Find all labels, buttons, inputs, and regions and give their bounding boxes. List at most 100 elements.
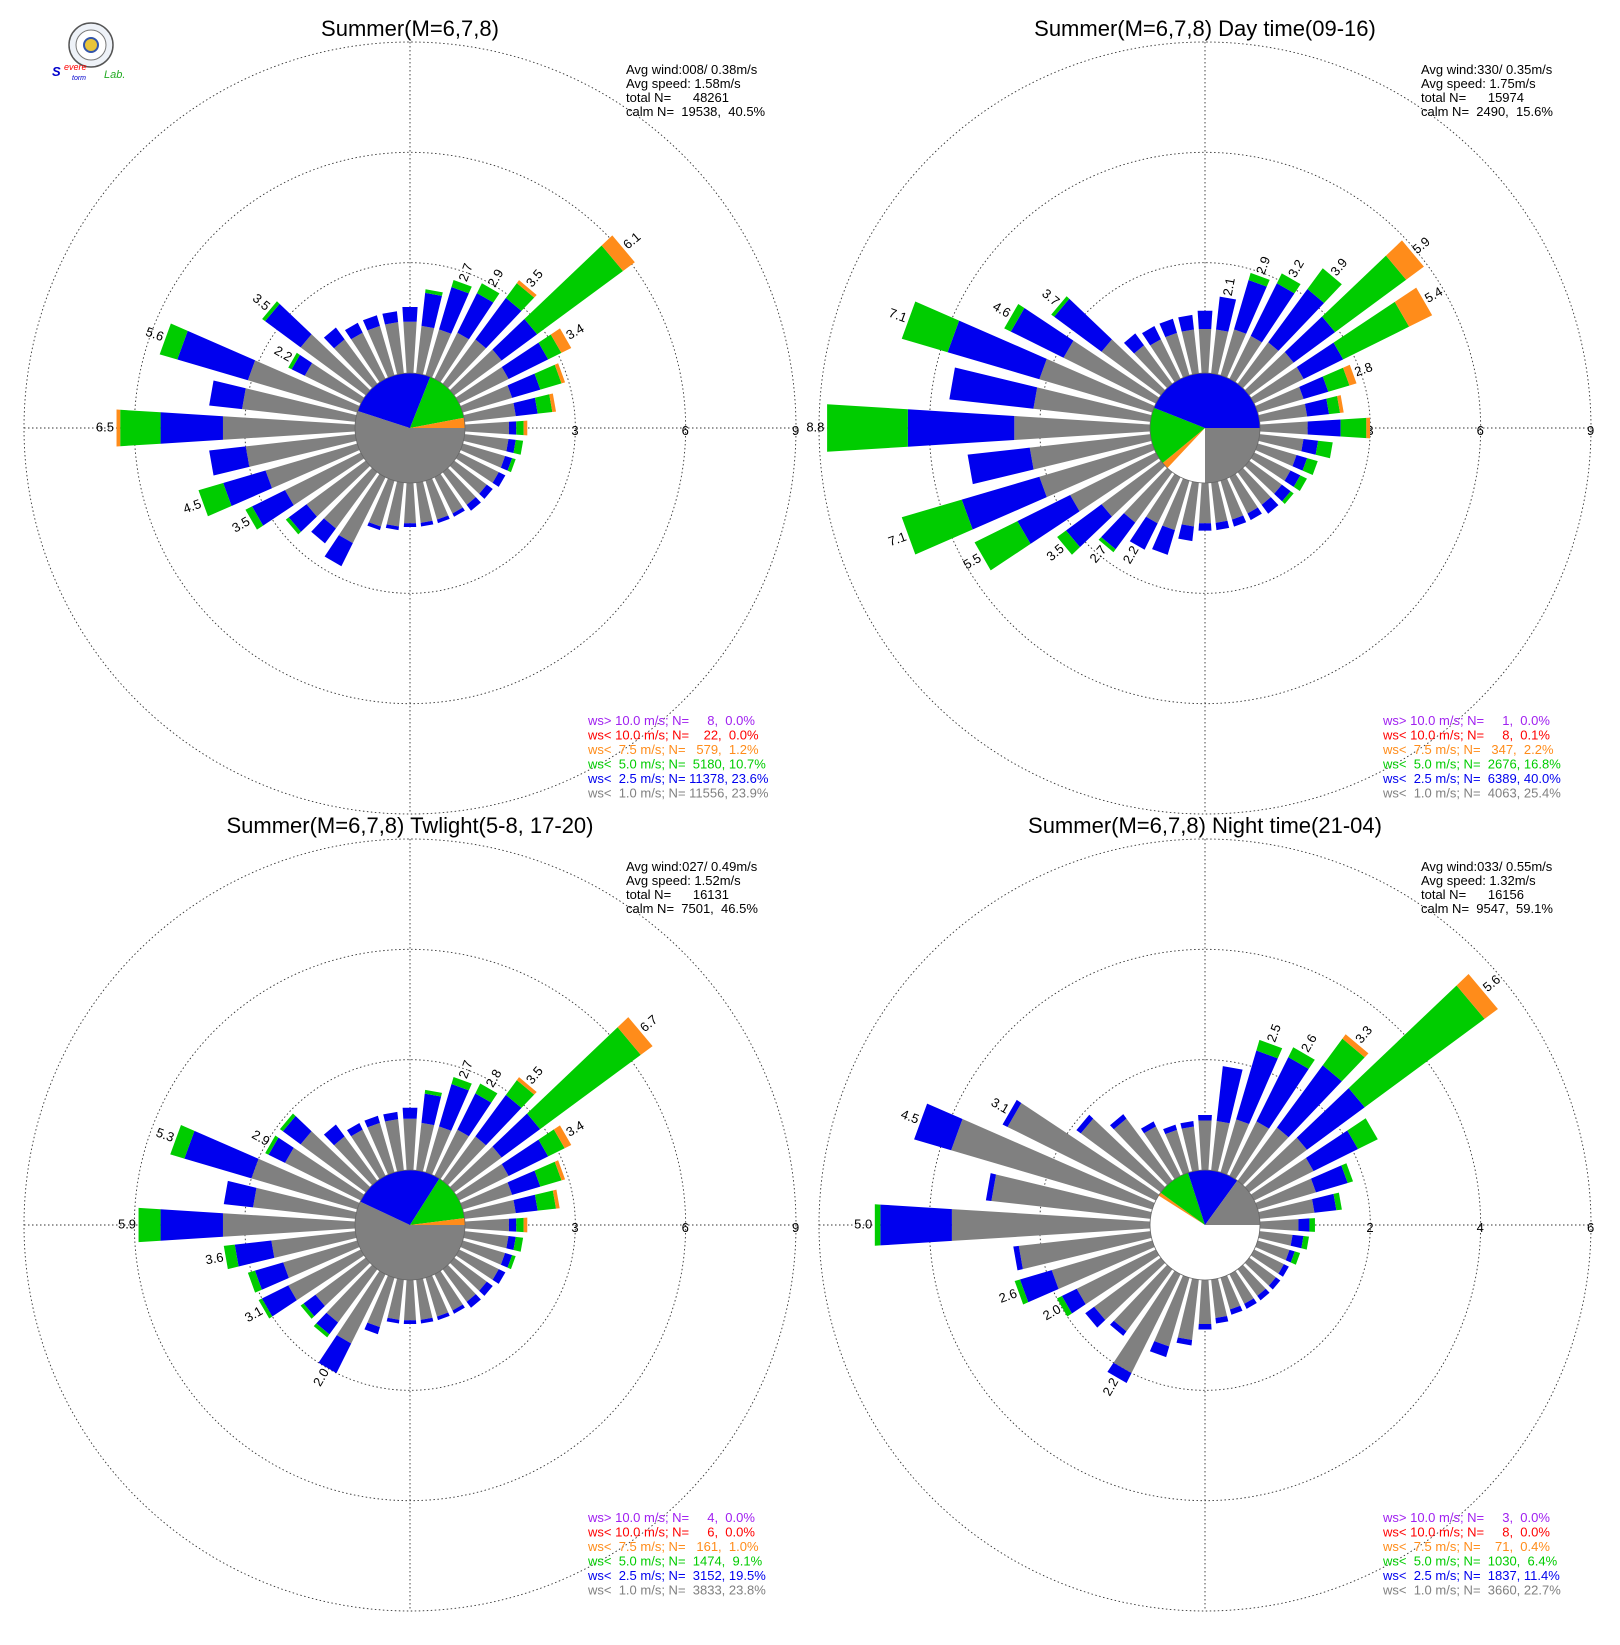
petal-segment bbox=[1322, 367, 1350, 392]
petal-value-label: 5.3 bbox=[154, 1125, 176, 1145]
range-ring bbox=[928, 948, 1482, 1502]
petal-segment bbox=[404, 1279, 416, 1321]
petal-segment bbox=[1229, 1121, 1270, 1180]
petal-segment bbox=[1220, 329, 1247, 378]
petal-segment bbox=[334, 339, 378, 389]
petal-segment bbox=[383, 1111, 399, 1122]
legend-entry: ws< 10.0 m/s; N= 22, 0.0% bbox=[587, 728, 759, 743]
petal-segment bbox=[1007, 1102, 1160, 1201]
petal-segment bbox=[1290, 1234, 1304, 1249]
calm-pie-slice bbox=[1167, 428, 1205, 483]
petal-segment bbox=[1456, 974, 1498, 1019]
petal-segment bbox=[282, 1116, 312, 1145]
petal-segment bbox=[1247, 507, 1262, 521]
calm-pie-slice bbox=[410, 417, 465, 428]
petal-segment bbox=[1211, 1121, 1230, 1172]
legend-entry: ws> 10.0 m/s; N= 3, 0.0% bbox=[1382, 1510, 1550, 1525]
petal-segment bbox=[403, 523, 417, 527]
calm-pie-slice bbox=[410, 376, 465, 428]
petal-segment bbox=[402, 307, 418, 322]
calm-circle bbox=[354, 372, 466, 484]
petal-segment bbox=[1256, 1057, 1309, 1129]
petal-segment bbox=[513, 1194, 538, 1214]
petal-segment bbox=[1236, 1050, 1278, 1125]
petal-segment bbox=[384, 1119, 404, 1172]
petal-segment bbox=[159, 323, 188, 360]
petal-segment bbox=[1333, 1192, 1342, 1211]
petal-value-label: 2.9 bbox=[484, 266, 506, 289]
legend-entry: ws< 5.0 m/s; N= 5180, 10.7% bbox=[587, 757, 766, 772]
petal-segment bbox=[251, 1158, 360, 1210]
petal-segment bbox=[403, 321, 417, 374]
petal-segment bbox=[951, 1209, 1151, 1241]
calm-pie-slice bbox=[357, 373, 431, 428]
petal-segment bbox=[1017, 494, 1080, 544]
petal-segment bbox=[387, 1278, 404, 1320]
petal-segment bbox=[1107, 1362, 1132, 1383]
stats-line: Avg speed: 1.52m/s bbox=[626, 873, 741, 888]
stats-line: total N= 48261 bbox=[626, 90, 729, 105]
petal-segment bbox=[1198, 1120, 1212, 1171]
petal-segment bbox=[947, 320, 1047, 380]
petal-segment bbox=[268, 1137, 294, 1163]
svg-text:torm: torm bbox=[72, 75, 86, 82]
petal-segment bbox=[421, 1093, 442, 1126]
petal-segment bbox=[184, 1130, 259, 1179]
petal-segment bbox=[516, 280, 537, 298]
petal-segment bbox=[464, 421, 509, 435]
petal-segment bbox=[1070, 452, 1160, 512]
stats-line: calm N= 19538, 40.5% bbox=[626, 104, 766, 119]
petal-segment bbox=[1268, 1277, 1281, 1290]
petal-segment bbox=[1198, 523, 1212, 531]
petal-value-label: 7.1 bbox=[887, 305, 909, 325]
petal-segment bbox=[442, 339, 486, 389]
petal-segment bbox=[242, 388, 357, 422]
petal-segment bbox=[1322, 1038, 1365, 1082]
petal-segment bbox=[1333, 301, 1410, 360]
petal-segment bbox=[315, 1257, 371, 1307]
petal-segment bbox=[1244, 460, 1282, 494]
calm-circle bbox=[1149, 372, 1261, 484]
petal-segment bbox=[1019, 1270, 1059, 1303]
petal-segment bbox=[1248, 272, 1270, 287]
petal-segment bbox=[416, 1122, 435, 1172]
petal-segment bbox=[1129, 516, 1158, 550]
legend-entry: ws< 10.0 m/s; N= 8, 0.1% bbox=[1382, 728, 1550, 743]
petal-segment bbox=[507, 1170, 541, 1195]
calm-pie-slice bbox=[1205, 1180, 1260, 1225]
petal-segment bbox=[265, 303, 312, 348]
petal-segment bbox=[1149, 1341, 1170, 1358]
petal-segment bbox=[402, 1107, 418, 1119]
petal-segment bbox=[384, 322, 404, 375]
petal-segment bbox=[367, 1275, 395, 1328]
petal-segment bbox=[1033, 387, 1152, 422]
petal-segment bbox=[1054, 298, 1112, 352]
legend-entry: ws< 2.5 m/s; N= 3152, 19.5% bbox=[587, 1568, 766, 1583]
ring-label: 9 bbox=[1587, 423, 1594, 438]
petal-segment bbox=[1234, 279, 1267, 334]
petal-segment bbox=[513, 1236, 524, 1252]
petal-segment bbox=[1004, 303, 1025, 332]
petal-segment bbox=[1180, 1121, 1194, 1129]
stats-line: Avg speed: 1.32m/s bbox=[1421, 873, 1536, 888]
petal-segment bbox=[1215, 1315, 1229, 1324]
petal-segment bbox=[254, 1262, 289, 1290]
stats-line: total N= 15974 bbox=[1421, 90, 1524, 105]
petal-value-label: 5.9 bbox=[118, 1216, 136, 1231]
petal-segment bbox=[1299, 376, 1329, 399]
petal-segment bbox=[1057, 530, 1080, 555]
legend-entry: ws< 7.5 m/s; N= 579, 1.2% bbox=[587, 742, 759, 757]
petal-segment bbox=[516, 1077, 537, 1095]
petal-segment bbox=[247, 1270, 262, 1293]
petal-segment bbox=[1255, 1178, 1316, 1210]
petal-segment bbox=[1163, 1124, 1178, 1135]
petal-segment bbox=[442, 467, 476, 505]
petal-segment bbox=[449, 1257, 487, 1291]
petal-segment bbox=[967, 447, 1034, 485]
petal-segment bbox=[209, 446, 250, 476]
petal-segment bbox=[508, 421, 517, 435]
petal-value-label: 5.4 bbox=[1422, 284, 1445, 306]
petal-segment bbox=[300, 1131, 371, 1193]
range-ring bbox=[1039, 262, 1371, 594]
petal-segment bbox=[505, 283, 535, 311]
